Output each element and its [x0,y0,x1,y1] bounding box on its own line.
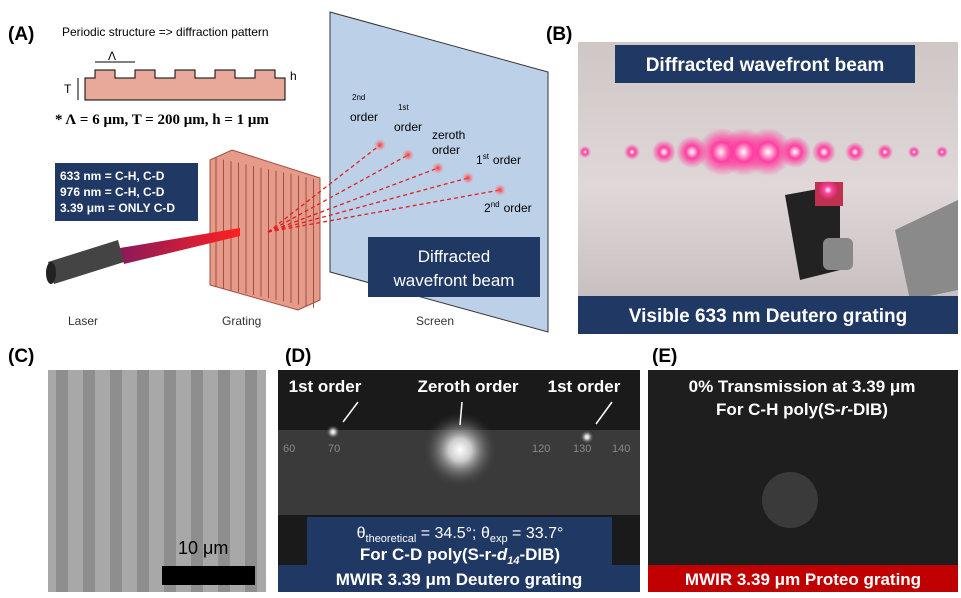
glow [818,180,838,200]
laser-dot [579,146,591,158]
stripe [137,370,149,592]
panel-c: (C) 10 μm [8,346,266,592]
laser-dot [779,136,811,168]
screen-text: Diffracted [418,247,490,266]
polymer: For C-D poly(S-r-d14-DIB) [360,545,560,567]
laser-dot [652,140,676,164]
faint-spot [762,472,818,528]
order-label: zeroth [432,128,465,142]
symbol: T [64,82,72,96]
info: 3.39 μm = ONLY C-D [60,201,175,215]
order-label: order [350,110,378,124]
symbol: Λ [108,49,116,63]
ruler-number: 140 [612,443,630,455]
panel-a: (A) Periodic structure => diffraction pa… [8,12,548,332]
sem-image [48,370,266,592]
spot [432,162,444,174]
spot [494,184,506,196]
spot [374,139,386,151]
panel-label: (C) [8,346,34,367]
laser [48,240,124,284]
ruler-number: 70 [328,443,340,455]
stripe [245,370,257,592]
line2: For C-H poly(S-r-DIB) [716,400,888,419]
stripe [56,370,68,592]
knob [823,238,853,270]
stripe [110,370,122,592]
panel-e: (E) 0% Transmission at 3.39 μm For C-H p… [648,346,958,592]
scale-bar [162,566,255,585]
order-label: order [432,143,460,157]
part-label: Grating [222,314,261,328]
ruler-number: 130 [573,443,591,455]
laser-dot [908,146,920,158]
figure: (A) Periodic structure => diffraction pa… [0,0,961,593]
stripe [83,370,95,592]
caption: Visible 633 nm Deutero grating [629,306,907,327]
symbol: h [290,69,297,83]
panel-label: (D) [285,346,311,367]
first-spot [580,430,594,444]
grating [210,150,320,310]
stripe [191,370,203,592]
stripe [164,370,176,592]
order-label: order [394,120,422,134]
ruler-number: 60 [283,443,295,455]
spot [462,172,474,184]
first-spot [326,425,340,439]
order-label: 1st [398,103,409,112]
laser-dot [812,140,836,164]
caption: MWIR 3.39 μm Deutero grating [336,570,583,589]
title: Diffracted wavefront beam [646,55,885,76]
part-label: Screen [416,314,454,328]
info: 976 nm = C-H, C-D [60,185,165,199]
order-label: 2nd [352,93,365,102]
laser-dot [845,142,865,162]
ruler-number: 120 [532,443,550,455]
panel-label: (B) [546,24,572,45]
laser-dot [624,144,640,160]
part-label: Laser [68,314,98,328]
stripe [218,370,230,592]
spot [402,149,414,161]
order-label: Zeroth order [417,377,518,396]
params: * Λ = 6 μm, T = 200 μm, h = 1 μm [55,112,269,128]
laser-dot [936,146,948,158]
caption: Periodic structure => diffraction patter… [62,25,269,39]
screen-text: wavefront beam [393,271,515,290]
order-label: 1st order [548,377,621,396]
laser-end [46,262,56,284]
panel-label: (A) [8,24,34,45]
laser-dot [877,144,893,160]
caption: MWIR 3.39 μm Proteo grating [685,570,921,589]
order-label: 1st order [289,377,362,396]
info: 633 nm = C-H, C-D [60,169,165,183]
panel-b: (B) Diffracted wavefront beam Visible 63… [546,24,958,334]
line1: 0% Transmission at 3.39 μm [689,377,916,396]
grating-profile [85,70,285,100]
photo [578,42,958,334]
panel-label: (E) [652,346,677,367]
scale-label: 10 μm [178,538,228,558]
panel-d: (D) 60 70 120 130 140 1st order Zeroth o… [278,346,640,592]
